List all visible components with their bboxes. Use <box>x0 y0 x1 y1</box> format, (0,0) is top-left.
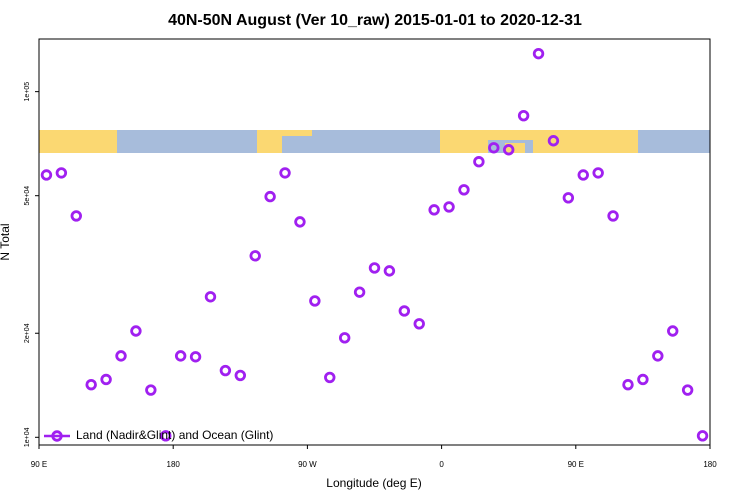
x-tick-label: 0 <box>439 460 444 469</box>
point <box>607 210 619 222</box>
point <box>130 325 142 337</box>
x-tick-label: 90 E <box>568 460 584 469</box>
point <box>115 350 127 362</box>
x-axis-label: Longitude (deg E) <box>326 476 421 490</box>
point <box>338 332 351 344</box>
point <box>503 144 515 156</box>
point <box>517 109 530 122</box>
chart-title: 40N-50N August (Ver 10_raw) 2015-01-01 t… <box>168 12 582 29</box>
x-tick-label: 180 <box>167 460 181 469</box>
map-strip <box>39 130 710 153</box>
point <box>324 371 336 384</box>
point <box>294 216 306 228</box>
point <box>398 305 411 317</box>
y-tick-label: 1e+04 <box>24 427 31 447</box>
point <box>443 201 455 213</box>
x-tick-label: 90 E <box>31 460 47 469</box>
point <box>383 265 396 277</box>
point <box>353 286 366 298</box>
point <box>100 373 112 386</box>
point <box>70 210 82 222</box>
point <box>592 167 604 179</box>
point <box>85 378 97 391</box>
point <box>488 142 500 154</box>
point <box>413 318 425 330</box>
point <box>145 384 157 396</box>
x-tick-label: 180 <box>703 460 717 469</box>
y-tick-label: 2e+04 <box>24 323 31 343</box>
legend-marker <box>51 430 63 442</box>
point <box>279 167 291 179</box>
point <box>696 430 709 442</box>
point <box>55 167 68 179</box>
y-tick-label: 1e+05 <box>24 82 31 102</box>
point <box>652 350 664 362</box>
point <box>458 184 470 196</box>
point <box>637 373 649 386</box>
point <box>532 47 545 60</box>
y-tick-label: 5e+04 <box>24 186 31 206</box>
point <box>204 291 217 303</box>
point <box>473 156 485 168</box>
point <box>681 384 694 396</box>
point <box>160 430 172 442</box>
point <box>234 369 247 382</box>
y-axis-label: N Total <box>0 223 12 260</box>
point <box>622 378 634 391</box>
point <box>40 169 53 181</box>
point <box>309 295 321 307</box>
plot-frame <box>38 38 711 446</box>
point <box>264 190 276 203</box>
point <box>189 351 202 363</box>
point <box>547 135 560 147</box>
point <box>562 192 575 204</box>
point <box>368 262 381 274</box>
point <box>219 364 232 377</box>
point <box>577 169 589 181</box>
point <box>174 350 187 362</box>
x-tick-label: 90 W <box>298 460 317 469</box>
point <box>249 250 261 262</box>
legend-label: Land (Nadir&Glint) and Ocean (Glint) <box>76 428 273 442</box>
point <box>428 204 440 216</box>
point <box>667 325 679 337</box>
